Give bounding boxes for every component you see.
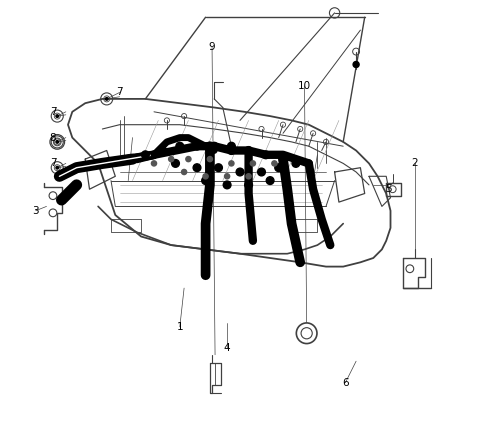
Text: 4: 4 (224, 343, 230, 353)
Circle shape (210, 142, 218, 150)
Circle shape (228, 147, 235, 154)
Circle shape (181, 169, 187, 175)
Circle shape (193, 164, 201, 172)
Circle shape (353, 61, 359, 68)
Circle shape (56, 115, 59, 117)
Text: 3: 3 (33, 206, 39, 216)
Circle shape (168, 157, 174, 162)
Circle shape (292, 160, 300, 167)
Circle shape (245, 181, 252, 189)
Circle shape (262, 151, 270, 159)
Circle shape (203, 174, 208, 179)
Circle shape (159, 147, 167, 154)
Circle shape (151, 161, 156, 166)
Circle shape (275, 164, 283, 172)
Text: 5: 5 (385, 184, 392, 194)
Circle shape (266, 177, 274, 184)
Circle shape (279, 155, 287, 163)
Circle shape (223, 181, 231, 189)
Text: 8: 8 (49, 132, 56, 143)
Circle shape (142, 151, 149, 159)
Text: 7: 7 (116, 87, 123, 98)
Circle shape (56, 141, 59, 143)
Circle shape (236, 168, 244, 176)
Circle shape (246, 174, 251, 179)
Circle shape (202, 177, 209, 184)
Text: 1: 1 (177, 322, 183, 332)
Circle shape (193, 142, 201, 150)
Circle shape (225, 174, 230, 179)
Circle shape (251, 161, 255, 166)
Circle shape (106, 98, 108, 100)
Text: 2: 2 (411, 158, 418, 169)
Text: 7: 7 (49, 107, 56, 117)
Circle shape (258, 168, 265, 176)
Text: 6: 6 (342, 378, 348, 388)
Text: 9: 9 (209, 42, 216, 52)
Text: 7: 7 (49, 158, 56, 169)
Circle shape (186, 157, 191, 162)
Circle shape (245, 147, 252, 154)
Circle shape (172, 160, 180, 167)
Circle shape (228, 142, 235, 150)
Circle shape (215, 164, 222, 172)
Circle shape (56, 166, 59, 169)
Circle shape (272, 161, 277, 166)
Text: 10: 10 (298, 81, 311, 91)
Circle shape (176, 142, 184, 150)
Circle shape (207, 157, 213, 162)
Circle shape (229, 161, 234, 166)
